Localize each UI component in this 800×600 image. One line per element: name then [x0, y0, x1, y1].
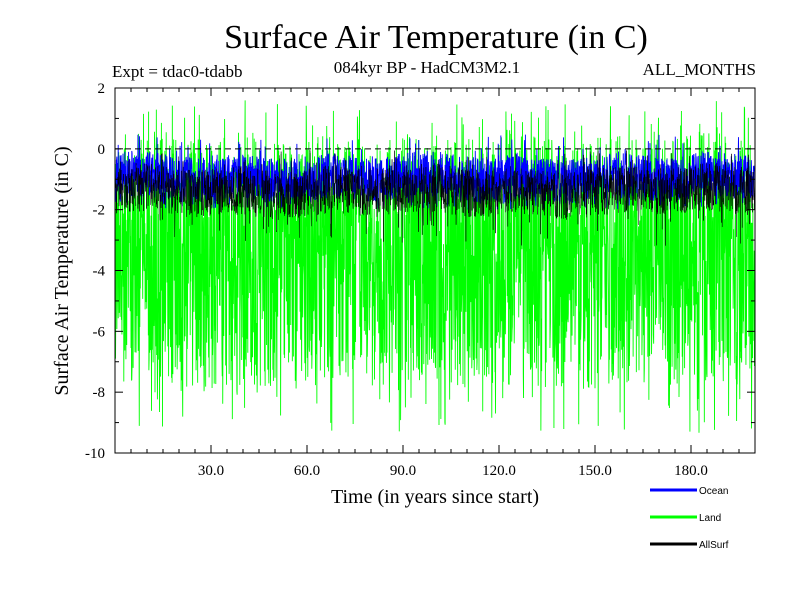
legend-label-land: Land	[699, 513, 721, 524]
y-tick-label: -4	[93, 264, 106, 280]
y-tick-label: -10	[85, 446, 105, 462]
y-tick-label: -8	[93, 385, 106, 401]
plot-area	[114, 100, 756, 433]
y-axis-label: Surface Air Temperature (in C)	[51, 146, 73, 395]
x-axis-label: Time (in years since start)	[331, 486, 539, 508]
y-tick-label: -6	[93, 324, 106, 340]
chart-title: Surface Air Temperature (in C)	[224, 19, 648, 56]
months-label: ALL_MONTHS	[643, 60, 756, 79]
legend: Ocean Land AllSurf	[650, 486, 729, 551]
x-tick-label: 150.0	[578, 463, 612, 479]
series-line-allsurf	[114, 150, 756, 246]
legend-label-ocean: Ocean	[699, 486, 728, 497]
y-axis: 2 0 -2 -4 -6 -8 -10	[85, 81, 755, 462]
x-tick-label: 120.0	[482, 463, 516, 479]
y-tick-label: 0	[98, 142, 106, 158]
series-line-land	[114, 100, 756, 433]
x-axis: 30.0 60.0 90.0 120.0 150.0 180.0	[130, 88, 740, 479]
legend-label-allsurf: AllSurf	[699, 540, 729, 551]
x-tick-label: 180.0	[674, 463, 708, 479]
x-tick-label: 90.0	[390, 463, 416, 479]
y-tick-label: -2	[93, 203, 106, 219]
period-label: 084kyr BP - HadCM3M2.1	[334, 58, 520, 77]
x-tick-label: 30.0	[198, 463, 224, 479]
y-tick-label: 2	[98, 81, 106, 97]
experiment-label: Expt = tdac0-tdabb	[112, 62, 242, 81]
x-tick-label: 60.0	[294, 463, 320, 479]
